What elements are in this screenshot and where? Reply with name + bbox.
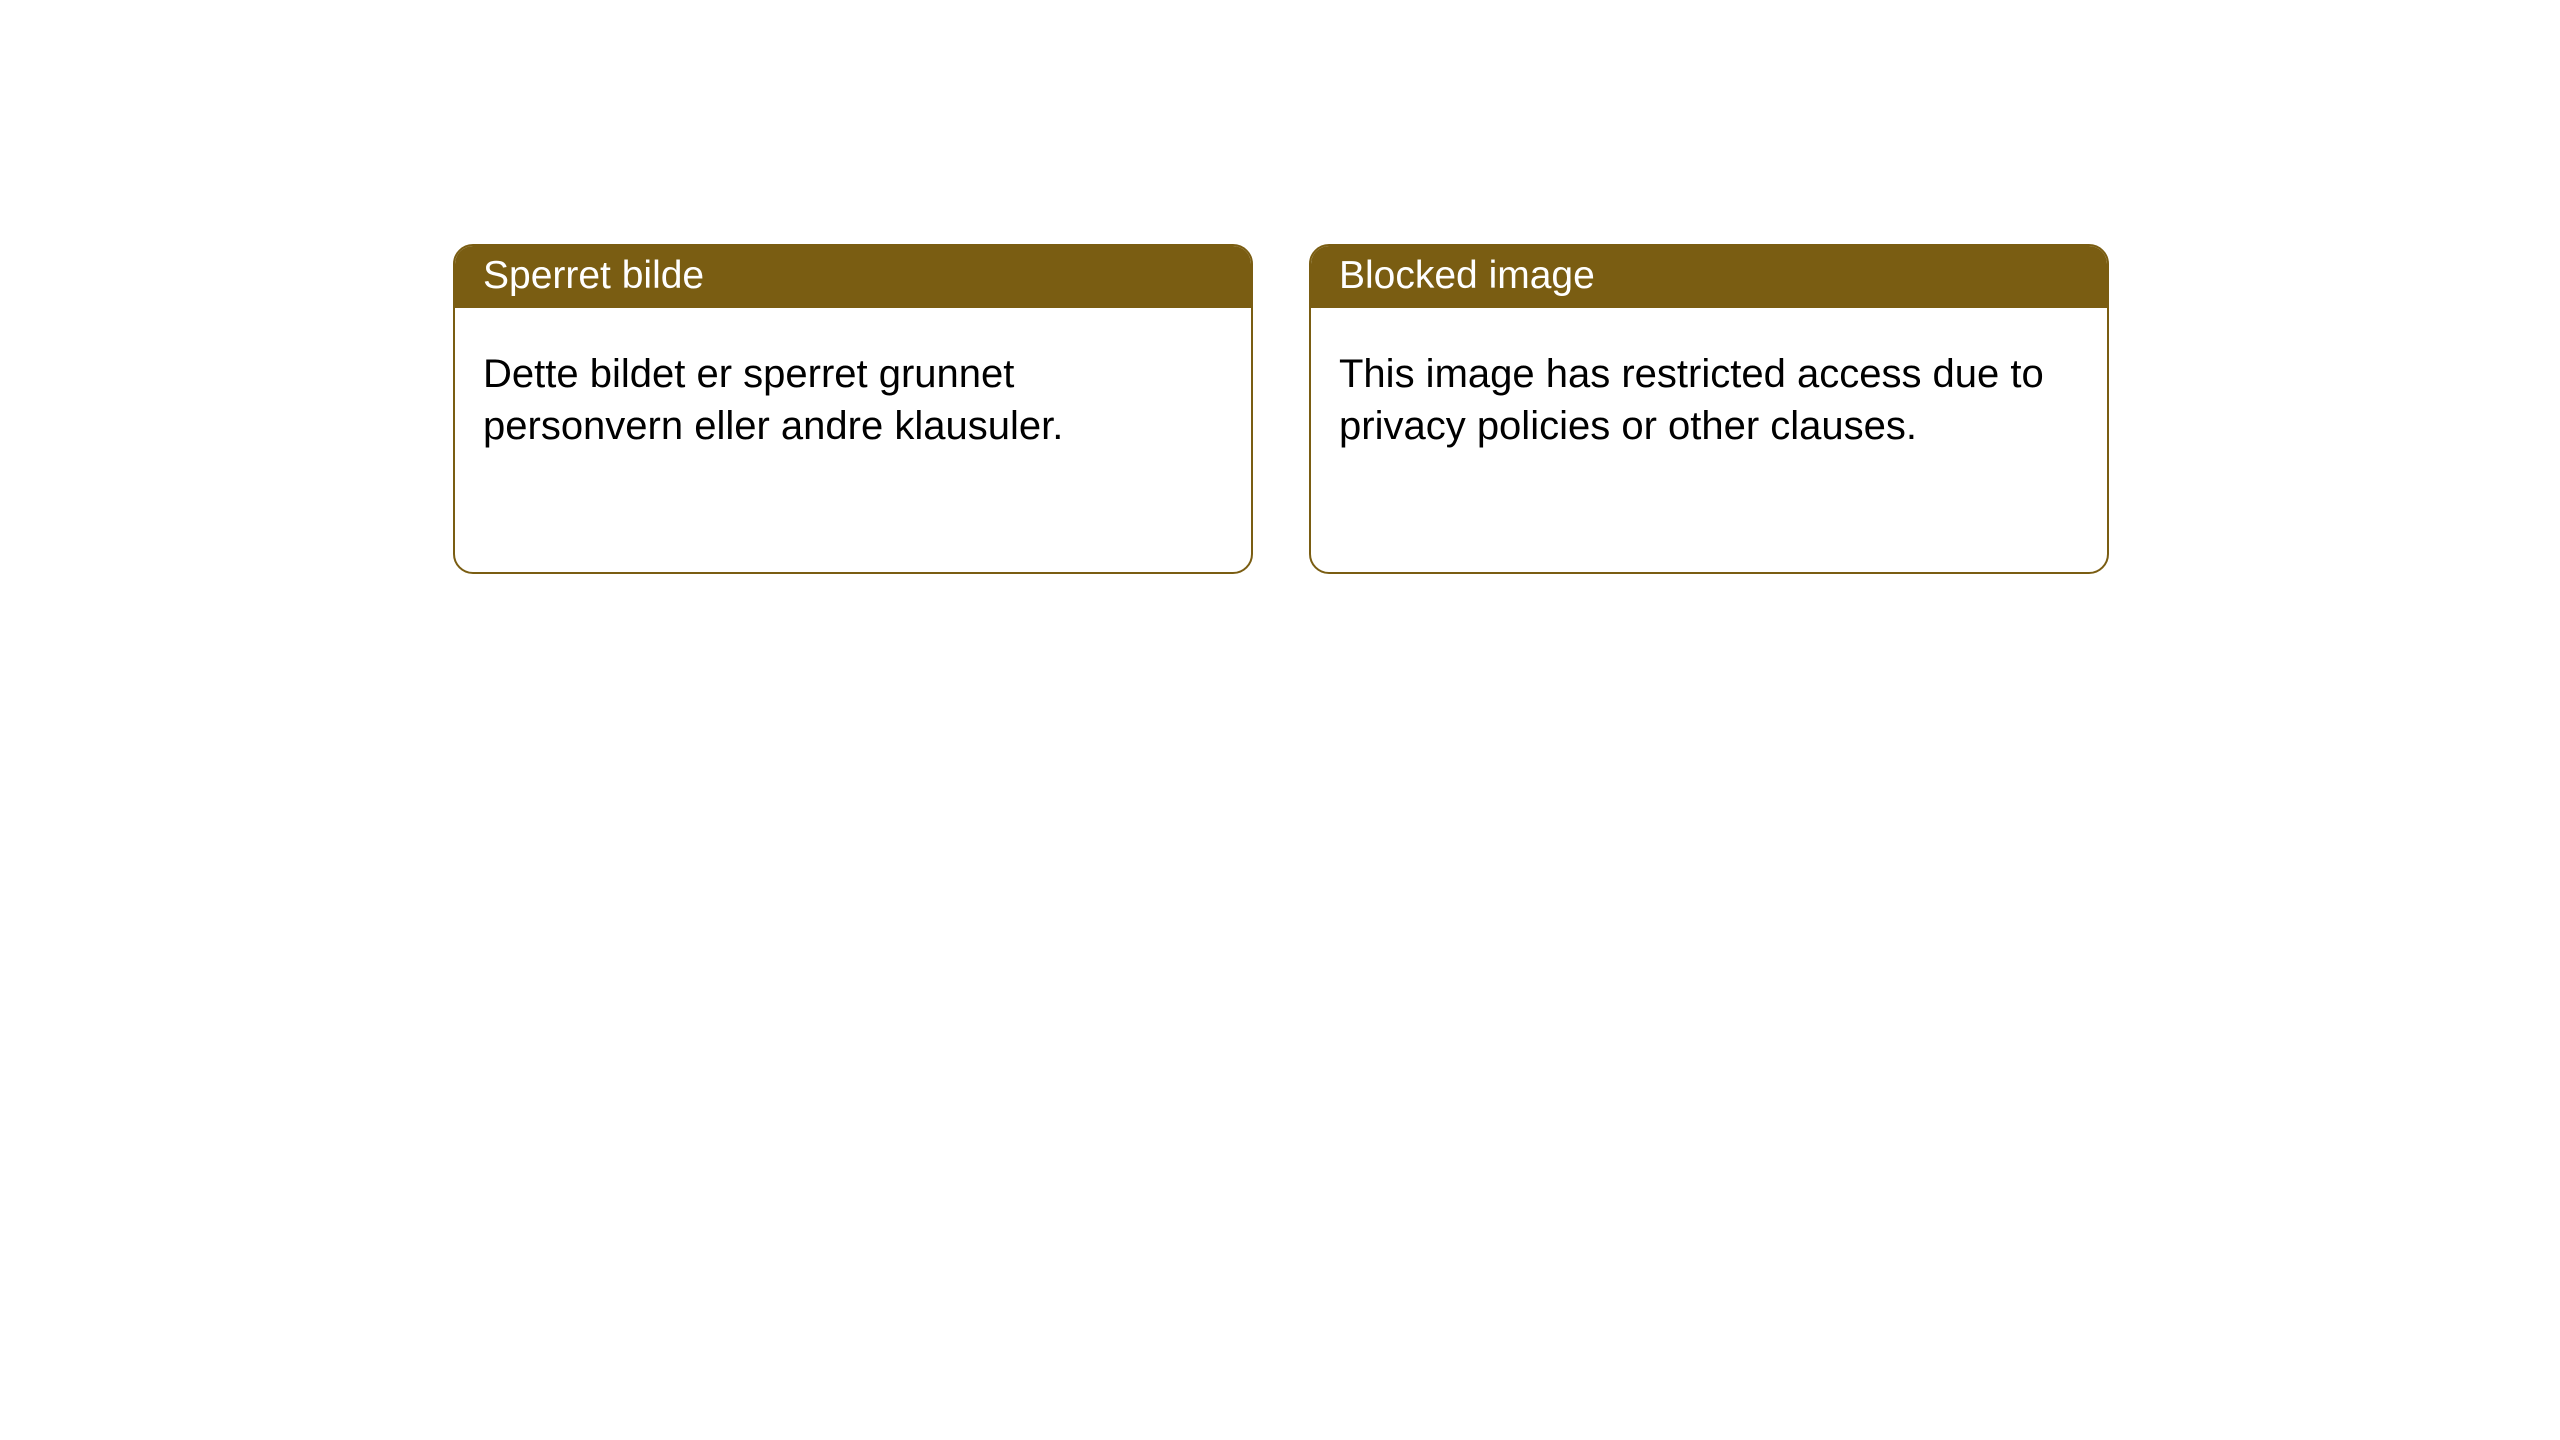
card-header: Blocked image xyxy=(1311,246,2107,308)
card-body: This image has restricted access due to … xyxy=(1311,308,2107,480)
card-header: Sperret bilde xyxy=(455,246,1251,308)
card-body: Dette bildet er sperret grunnet personve… xyxy=(455,308,1251,480)
blocked-image-card-en: Blocked image This image has restricted … xyxy=(1309,244,2109,574)
notice-container: Sperret bilde Dette bildet er sperret gr… xyxy=(0,0,2560,574)
blocked-image-card-no: Sperret bilde Dette bildet er sperret gr… xyxy=(453,244,1253,574)
